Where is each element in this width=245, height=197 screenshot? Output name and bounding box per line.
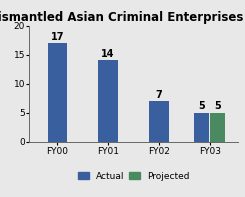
Text: 7: 7 [156, 90, 162, 100]
Text: 5: 5 [214, 101, 221, 111]
Legend: Actual, Projected: Actual, Projected [78, 172, 189, 181]
Title: Dismantled Asian Criminal Enterprises [FBI]: Dismantled Asian Criminal Enterprises [F… [0, 11, 245, 24]
Text: 5: 5 [198, 101, 205, 111]
Bar [194, 113, 209, 142]
Bar [149, 101, 169, 142]
Text: 17: 17 [50, 32, 64, 42]
Bar [48, 43, 67, 142]
Bar [210, 113, 225, 142]
Text: 14: 14 [101, 49, 115, 59]
Bar [98, 60, 118, 142]
